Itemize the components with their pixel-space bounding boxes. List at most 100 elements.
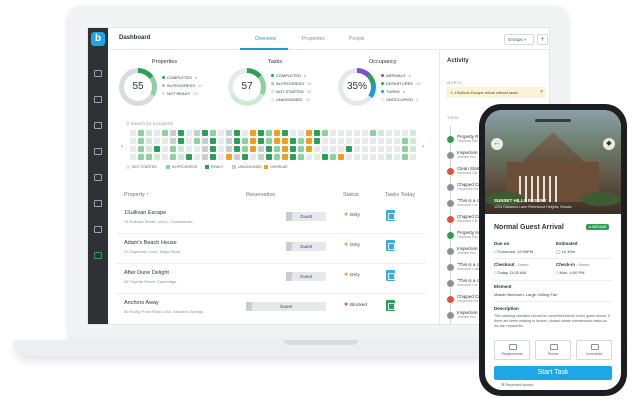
grid-next-arrow[interactable]: › <box>422 144 424 150</box>
grid-cell[interactable] <box>226 154 232 160</box>
grid-prev-arrow[interactable]: ‹ <box>121 144 123 150</box>
grid-cell[interactable] <box>298 138 304 144</box>
close-icon[interactable]: × <box>540 89 543 95</box>
task-list-icon[interactable] <box>386 240 395 251</box>
status-badge[interactable]: ✱ Dirty <box>344 213 360 218</box>
grid-cell[interactable] <box>394 154 400 160</box>
alert-banner[interactable]: ⚠ 1Sullivan Escape arrival without tasks… <box>446 87 546 98</box>
activity-item[interactable]: "This is a c Standard Cle <box>457 198 479 207</box>
activity-item[interactable]: Chipped Ca Standard Cle <box>457 214 481 223</box>
tab-properties[interactable]: Properties <box>302 36 325 42</box>
grid-cell[interactable] <box>202 130 208 136</box>
grid-cell[interactable] <box>306 146 312 152</box>
grid-cell[interactable] <box>290 154 296 160</box>
grid-cell[interactable] <box>282 130 288 136</box>
grid-cell[interactable] <box>250 138 256 144</box>
task-list-icon[interactable] <box>386 210 395 221</box>
grid-cell[interactable] <box>370 138 376 144</box>
grid-cell[interactable] <box>194 146 200 152</box>
col-header-tasks-today[interactable]: Tasks Today <box>385 192 416 198</box>
grid-cell[interactable] <box>346 154 352 160</box>
grid-cell[interactable] <box>130 154 136 160</box>
reservation-bar[interactable]: Guest <box>286 242 326 251</box>
grid-cell[interactable] <box>146 130 152 136</box>
grid-cell[interactable] <box>202 146 208 152</box>
grid-cell[interactable] <box>154 138 160 144</box>
grid-cell[interactable] <box>338 130 344 136</box>
status-badge[interactable]: ✱ Dirty <box>344 273 360 278</box>
status-badge[interactable]: ✱ Dirty <box>344 243 360 248</box>
grid-cell[interactable] <box>178 154 184 160</box>
activity-item[interactable]: Inspection C Jennifer Bro <box>457 310 482 319</box>
grid-cell[interactable] <box>218 138 224 144</box>
table-row[interactable]: 1Sullivan Escape 18 Sullivan Street, Uni… <box>116 204 426 234</box>
grid-cell[interactable] <box>186 138 192 144</box>
grid-cell[interactable] <box>210 146 216 152</box>
activity-item[interactable]: "This is a c Standard Cle <box>457 278 479 287</box>
grid-cell[interactable] <box>314 130 320 136</box>
grid-cell[interactable] <box>210 154 216 160</box>
grid-cell[interactable] <box>162 146 168 152</box>
dashboard-icon[interactable] <box>94 70 102 77</box>
grid-cell[interactable] <box>266 138 272 144</box>
clipboard-icon[interactable] <box>94 200 102 207</box>
start-task-button[interactable]: Start Task <box>494 366 612 380</box>
grid-cell[interactable] <box>130 146 136 152</box>
grid-cell[interactable] <box>274 146 280 152</box>
grid-cell[interactable] <box>234 146 240 152</box>
grid-cell[interactable] <box>234 154 240 160</box>
grid-cell[interactable] <box>226 146 232 152</box>
property-search-input[interactable]: ⚲ Search for a property <box>126 121 173 127</box>
activity-item[interactable]: "This is a c Standard Clea <box>457 262 479 271</box>
grid-cell[interactable] <box>138 138 144 144</box>
grid-cell[interactable] <box>258 154 264 160</box>
grid-cell[interactable] <box>186 146 192 152</box>
grid-cell[interactable] <box>330 146 336 152</box>
grid-cell[interactable] <box>274 154 280 160</box>
status-badge[interactable]: ✱ Blocked <box>344 303 367 308</box>
back-arrow-icon[interactable]: ← <box>491 138 503 150</box>
grid-cell[interactable] <box>154 130 160 136</box>
grid-cell[interactable] <box>290 146 296 152</box>
grid-cell[interactable] <box>338 146 344 152</box>
grid-cell[interactable] <box>282 154 288 160</box>
activity-item[interactable]: Chipped Ca Departure Ins <box>457 294 481 303</box>
table-row[interactable]: Adam's Beach House 23 Daybreak Court, Na… <box>116 234 426 264</box>
grid-cell[interactable] <box>354 154 360 160</box>
grid-cell[interactable] <box>378 130 384 136</box>
grid-cell[interactable] <box>138 154 144 160</box>
grid-cell[interactable] <box>354 146 360 152</box>
grid-cell[interactable] <box>154 154 160 160</box>
grid-cell[interactable] <box>290 138 296 144</box>
grid-cell[interactable] <box>322 154 328 160</box>
grid-cell[interactable] <box>402 154 408 160</box>
grid-cell[interactable] <box>298 154 304 160</box>
grid-cell[interactable] <box>306 130 312 136</box>
grid-cell[interactable] <box>266 146 272 152</box>
table-row[interactable]: After Dune Delight 54 Fayette Street, Ca… <box>116 264 426 294</box>
grid-cell[interactable] <box>410 130 416 136</box>
grid-cell[interactable] <box>386 146 392 152</box>
grid-cell[interactable] <box>282 146 288 152</box>
grid-cell[interactable] <box>394 146 400 152</box>
grid-cell[interactable] <box>290 130 296 136</box>
groups-dropdown[interactable]: Groups ˅ <box>504 34 534 45</box>
grid-cell[interactable] <box>298 130 304 136</box>
grid-cell[interactable] <box>202 138 208 144</box>
grid-cell[interactable] <box>378 146 384 152</box>
grid-cell[interactable] <box>306 138 312 144</box>
grid-cell[interactable] <box>362 146 368 152</box>
grid-cell[interactable] <box>242 138 248 144</box>
grid-cell[interactable] <box>218 146 224 152</box>
grid-cell[interactable] <box>338 138 344 144</box>
grid-cell[interactable] <box>146 146 152 152</box>
grid-cell[interactable] <box>250 154 256 160</box>
grid-cell[interactable] <box>402 146 408 152</box>
grid-cell[interactable] <box>162 154 168 160</box>
grid-cell[interactable] <box>322 146 328 152</box>
grid-cell[interactable] <box>146 154 152 160</box>
grid-cell[interactable] <box>194 138 200 144</box>
grid-cell[interactable] <box>138 130 144 136</box>
grid-cell[interactable] <box>186 154 192 160</box>
add-button[interactable]: + <box>537 34 548 45</box>
